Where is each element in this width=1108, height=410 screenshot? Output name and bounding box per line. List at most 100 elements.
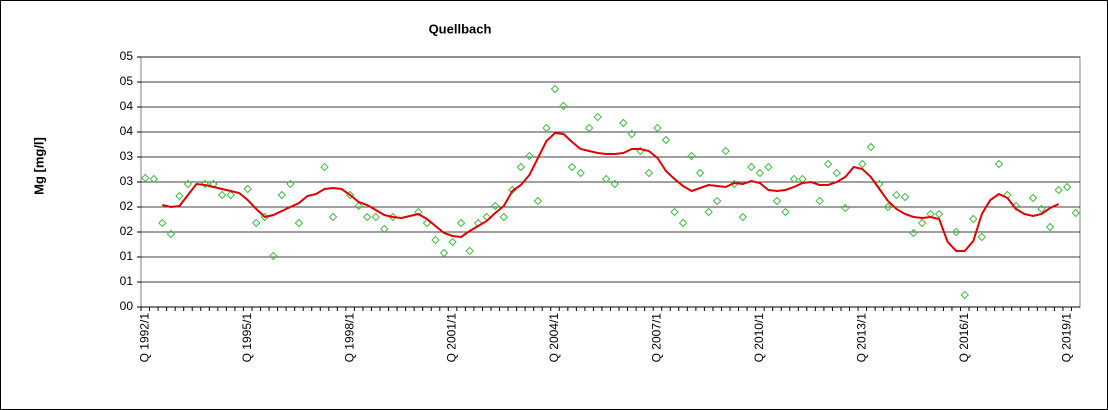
data-point [414, 207, 423, 217]
y-tick-label: 03 [120, 174, 134, 188]
x-tick-label: Q 2013/1 [854, 313, 868, 363]
data-point [175, 191, 184, 201]
data-point [525, 151, 534, 161]
trend-line [162, 131, 1060, 252]
data-point [593, 112, 602, 122]
y-tick-label: 03 [120, 149, 134, 163]
data-point [892, 190, 901, 200]
data-point [1054, 185, 1063, 195]
y-axis-label: Mg [mg/l] [31, 137, 46, 195]
data-point [661, 135, 671, 145]
data-point [764, 162, 773, 172]
data-point [516, 162, 526, 172]
data-point [969, 214, 978, 224]
data-point [695, 168, 705, 178]
x-tick-label: Q 2004/1 [547, 313, 561, 363]
data-point [712, 196, 722, 206]
data-point [226, 190, 235, 200]
data-point [499, 212, 509, 222]
data-point [294, 218, 304, 228]
data-point [363, 212, 372, 222]
y-tick-label: 05 [120, 74, 134, 88]
x-tick-label: Q 2019/1 [1059, 313, 1073, 363]
data-point [841, 203, 850, 213]
data-point [815, 196, 824, 206]
data-point [149, 174, 159, 184]
data-point [584, 123, 594, 133]
data-point [721, 146, 730, 156]
data-point [858, 159, 867, 169]
data-point [328, 212, 338, 222]
data-point [354, 201, 363, 211]
data-point [602, 174, 611, 184]
data-point [644, 168, 654, 178]
y-tick-label: 04 [120, 124, 134, 138]
data-point [653, 123, 662, 133]
data-point [678, 218, 688, 228]
data-point [909, 228, 918, 238]
data-point [755, 168, 765, 178]
data-point [576, 168, 585, 178]
y-tick-label: 02 [120, 199, 134, 213]
x-tick-label: Q 2016/1 [957, 313, 971, 363]
data-point [781, 207, 790, 217]
data-point [670, 207, 679, 217]
data-point [832, 168, 841, 178]
data-point [687, 151, 696, 161]
data-point [252, 218, 261, 228]
x-tick-label: Q 2001/1 [445, 313, 459, 363]
data-point [934, 209, 944, 219]
data-point [994, 159, 1004, 169]
x-tick-label: Q 2007/1 [650, 313, 664, 363]
data-point [550, 84, 560, 94]
data-point [1071, 208, 1080, 218]
data-point [439, 248, 449, 258]
data-point [883, 202, 893, 212]
data-point [619, 118, 628, 128]
data-point [866, 142, 876, 152]
x-tick-label: Q 1995/1 [240, 313, 254, 363]
data-point [823, 159, 833, 169]
data-point [977, 232, 987, 242]
data-point [704, 207, 713, 217]
y-tick-label: 05 [120, 49, 134, 63]
data-point [380, 224, 389, 234]
y-tick-label: 01 [120, 274, 134, 288]
data-point [1037, 204, 1046, 214]
data-point [320, 162, 329, 172]
chart-title: Quellbach [429, 21, 492, 36]
data-point [900, 192, 910, 202]
data-point [610, 179, 619, 189]
data-point [1028, 193, 1038, 203]
data-point [789, 174, 799, 184]
x-tick-label: Q 1992/1 [137, 313, 151, 363]
data-point [1062, 182, 1072, 192]
data-point [559, 101, 568, 111]
data-point [431, 235, 440, 245]
data-point [738, 212, 748, 222]
data-point [448, 237, 457, 247]
data-point [627, 129, 637, 139]
data-point [960, 290, 969, 300]
x-tick-label: Q 1998/1 [342, 313, 356, 363]
data-point [567, 162, 577, 172]
data-point [465, 246, 474, 256]
data-point [542, 123, 551, 133]
data-point [141, 173, 150, 183]
data-point [243, 184, 252, 194]
y-tick-label: 00 [120, 299, 134, 313]
data-point [158, 218, 167, 228]
data-point [286, 179, 295, 189]
data-point [772, 196, 782, 206]
y-tick-label: 02 [120, 224, 134, 238]
data-point [917, 218, 927, 228]
data-point [1045, 222, 1055, 232]
data-point [952, 227, 961, 237]
data-point [747, 162, 756, 172]
data-point [371, 212, 380, 222]
data-point [269, 251, 278, 261]
x-tick-label: Q 2010/1 [752, 313, 766, 363]
data-point [217, 190, 227, 200]
y-tick-label: 04 [120, 99, 134, 113]
